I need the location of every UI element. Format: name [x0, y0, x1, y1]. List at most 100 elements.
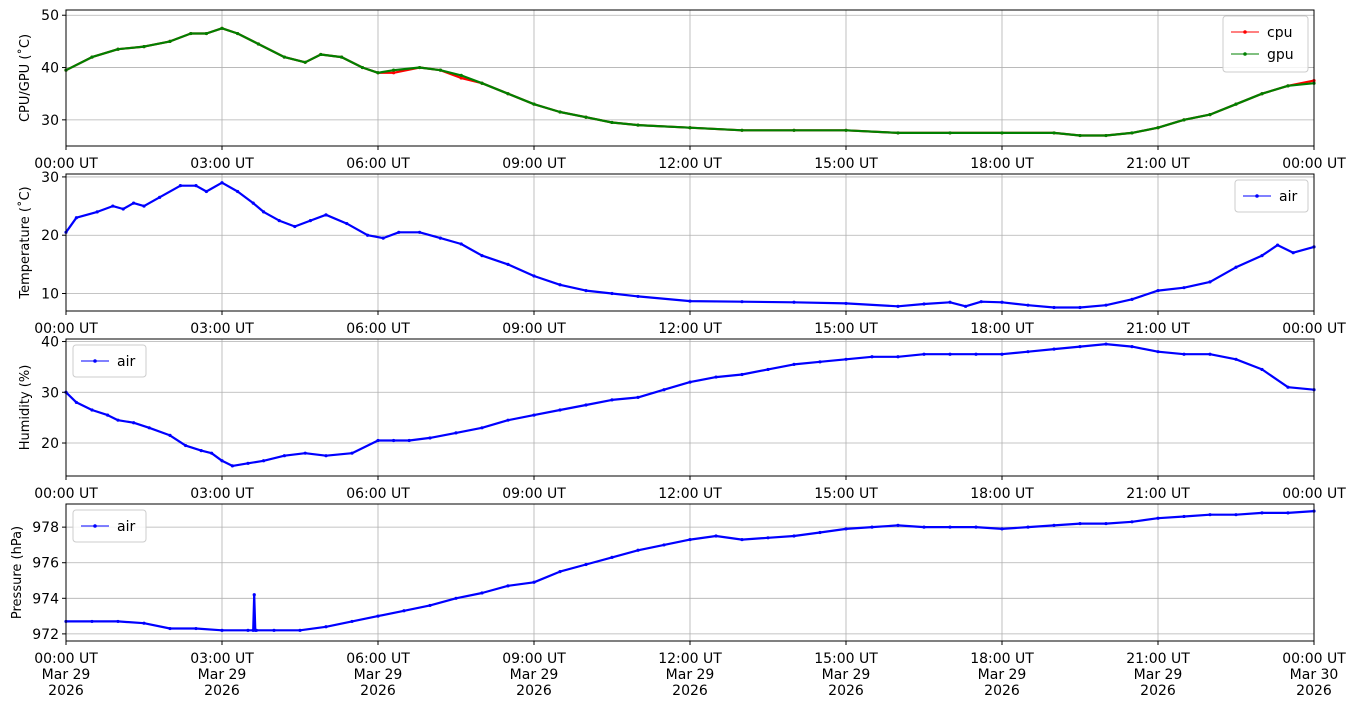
data-point-air — [293, 224, 297, 229]
legend-box — [72, 344, 147, 378]
data-point-gpu — [1104, 133, 1108, 138]
data-point-gpu — [1130, 131, 1134, 135]
x-tick-label: 09:00 UT — [502, 156, 566, 172]
x-tick-label: 03:00 UT — [190, 486, 254, 502]
data-point-air — [844, 527, 848, 531]
data-point-air — [818, 530, 822, 535]
x-tick-label: 15:00 UT — [814, 156, 878, 172]
data-point-air — [1208, 352, 1212, 356]
data-point-air — [979, 300, 983, 304]
chart-panel-2: 10 20 30 00:00 UT 03:00 UT 06:00 UT 09:00 UT 12… — [17, 170, 1346, 337]
data-point-air — [1156, 350, 1160, 354]
data-point-gpu — [220, 26, 224, 30]
data-point-air — [121, 207, 125, 211]
data-point-air — [896, 355, 900, 359]
data-point-air — [714, 375, 718, 379]
data-point-air — [870, 355, 874, 359]
data-point-air — [844, 301, 848, 306]
x-tick-label: 12:00 UT — [658, 486, 722, 502]
data-point-air — [90, 619, 94, 624]
legend: air — [1234, 179, 1309, 213]
data-point-gpu — [303, 60, 307, 64]
data-point-cpu — [392, 71, 396, 75]
data-point-air — [610, 555, 614, 559]
data-point-gpu — [532, 102, 536, 106]
data-point-air — [636, 294, 640, 299]
series-line-air — [65, 181, 1315, 309]
data-point-air — [636, 548, 640, 552]
legend-box — [72, 509, 147, 543]
data-point-gpu — [1260, 92, 1264, 96]
y-tick-label: 976 — [32, 556, 59, 572]
data-point-air — [1260, 367, 1264, 372]
data-point-gpu — [896, 131, 900, 135]
legend-box — [1234, 179, 1309, 213]
data-point-air — [147, 426, 151, 430]
data-point-air — [1052, 347, 1056, 351]
x-tick-label: 06:00 UT — [346, 321, 410, 337]
data-point-air — [558, 283, 562, 287]
data-point-gpu — [142, 45, 146, 49]
data-point-air — [922, 352, 926, 356]
data-point-gpu — [1078, 133, 1082, 138]
x-tick-label: 15:00 UT Mar 29 2026 — [814, 651, 878, 699]
y-tick-label: 10 — [41, 287, 59, 303]
data-point-air — [1182, 352, 1186, 356]
data-point-air — [1000, 352, 1004, 356]
data-point-air — [974, 352, 978, 356]
x-tick-label: 03:00 UT Mar 29 2026 — [190, 651, 254, 699]
data-point-air — [116, 418, 120, 422]
legend-marker-air — [93, 359, 97, 363]
x-tick-label: 21:00 UT Mar 29 2026 — [1126, 651, 1190, 699]
data-point-gpu — [584, 115, 588, 119]
data-point-air — [230, 464, 234, 468]
x-tick-label: 00:00 UT Mar 29 2026 — [34, 651, 98, 699]
data-point-gpu — [636, 123, 640, 127]
x-tick-label: 21:00 UT — [1126, 156, 1190, 172]
data-point-air — [366, 233, 370, 237]
data-point-air — [376, 614, 380, 618]
data-point-air — [1182, 514, 1186, 519]
data-point-air — [662, 543, 666, 547]
data-point-air — [1052, 305, 1056, 310]
data-point-air — [106, 413, 110, 417]
data-point-air — [1026, 525, 1030, 529]
data-point-air — [298, 628, 302, 632]
data-point-air — [1078, 345, 1082, 349]
data-point-air — [132, 201, 136, 205]
x-tick-label: 06:00 UT — [346, 486, 410, 502]
data-point-air — [184, 443, 188, 448]
chart-panel-1: 30 40 50 00:00 UT 03:00 UT 06:00 UT 09:00 UT 12… — [17, 8, 1346, 172]
data-point-air — [740, 372, 744, 377]
legend-label-air: air — [117, 354, 135, 370]
data-point-air — [74, 400, 78, 405]
y-axis-label: Humidity (%) — [18, 365, 33, 451]
data-point-air — [324, 625, 328, 629]
legend: air — [72, 344, 147, 378]
x-tick-label: 03:00 UT — [190, 321, 254, 337]
data-point-air — [324, 454, 328, 458]
x-tick-label: 18:00 UT — [970, 321, 1034, 337]
data-point-air — [116, 619, 120, 624]
data-point-gpu — [90, 55, 94, 59]
x-tick-label: 15:00 UT — [814, 486, 878, 502]
data-point-gpu — [844, 128, 848, 132]
data-point-air — [1286, 385, 1290, 389]
data-point-air — [506, 584, 510, 588]
data-point-air — [1026, 303, 1030, 307]
x-tick-label: 09:00 UT — [502, 321, 566, 337]
data-point-gpu — [948, 131, 952, 135]
x-tick-label: 09:00 UT Mar 29 2026 — [502, 651, 566, 699]
data-point-air — [194, 626, 198, 631]
x-tick-label: 18:00 UT — [970, 156, 1034, 172]
legend-label-gpu: gpu — [1267, 47, 1294, 63]
data-point-gpu — [376, 71, 380, 75]
data-point-gpu — [204, 31, 208, 36]
legend: air — [72, 509, 147, 543]
data-point-gpu — [282, 55, 286, 59]
data-point-gpu — [256, 42, 260, 46]
data-point-gpu — [236, 31, 240, 36]
data-point-air — [90, 408, 94, 412]
data-point-air — [428, 436, 432, 440]
data-point-air — [636, 395, 640, 399]
